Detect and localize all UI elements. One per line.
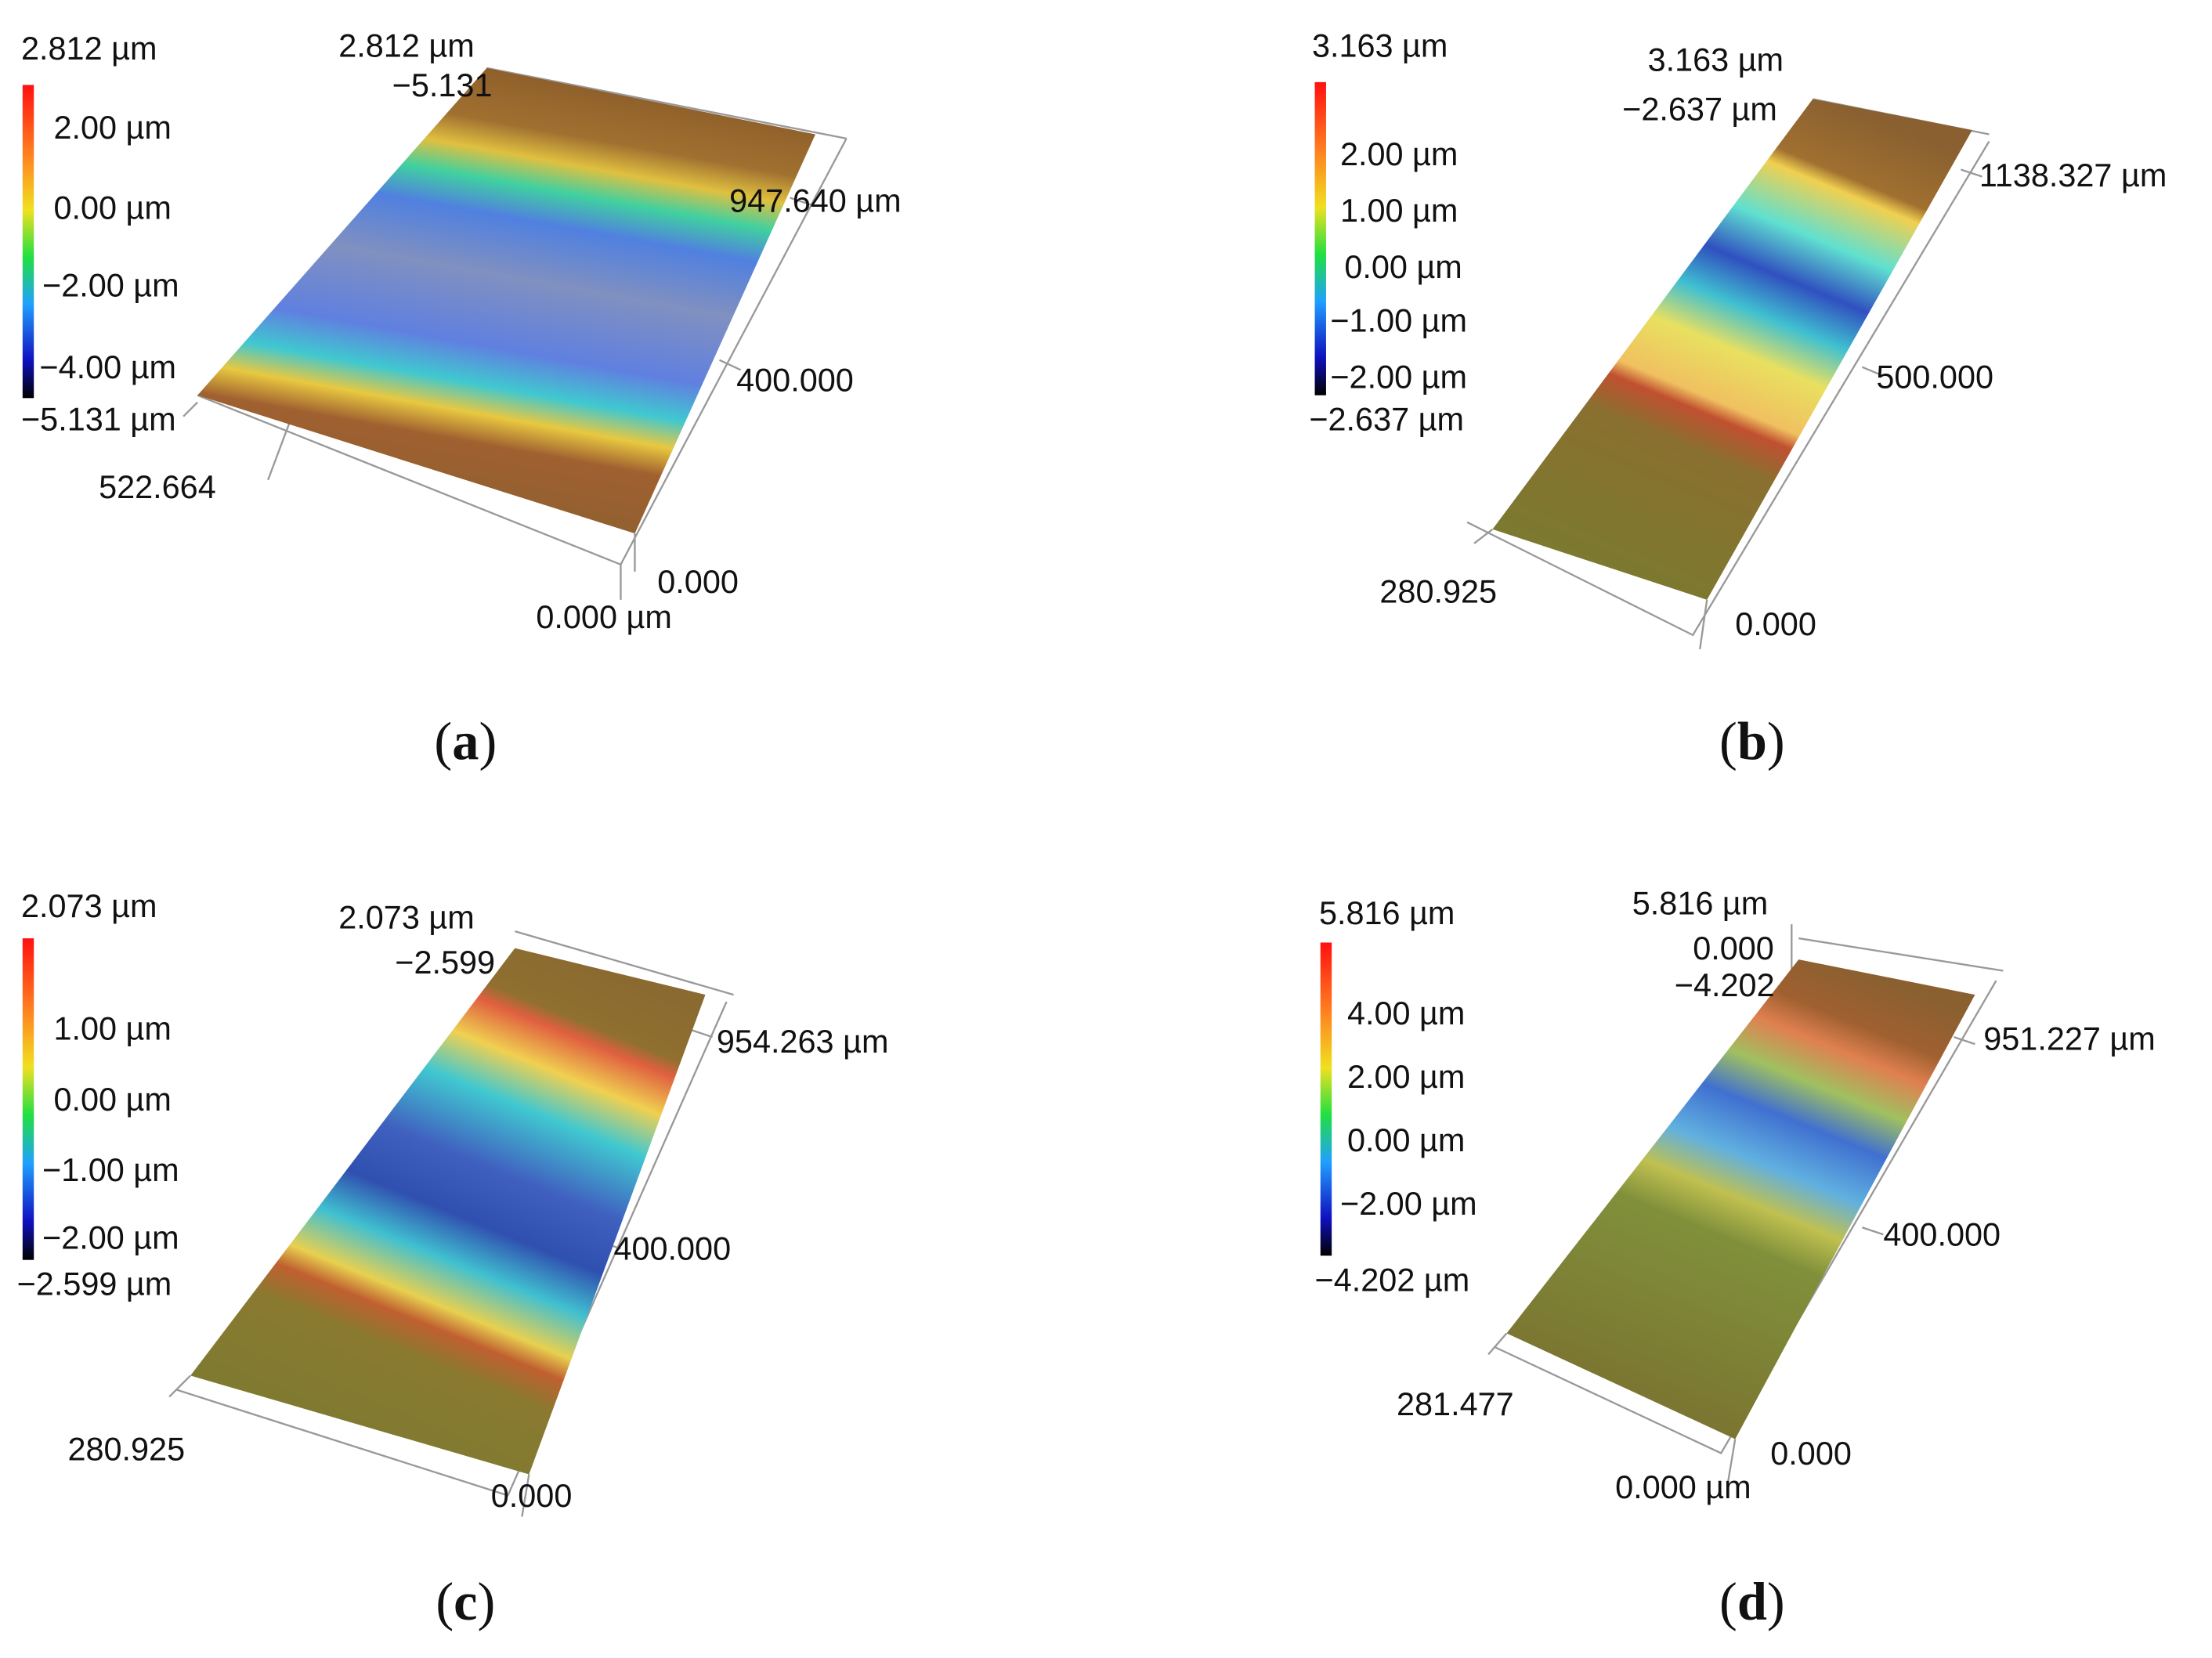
- axis-label: 0.000 µm: [1615, 1469, 1751, 1505]
- caption: (a): [434, 711, 497, 771]
- caption: (d): [1719, 1572, 1785, 1631]
- axis-label: −4.202: [1675, 967, 1775, 1003]
- axis-label: 954.263 µm: [717, 1024, 889, 1060]
- panel-a: 2.812 µm 2.00 µm 0.00 µm −2.00 µm −4.00 …: [21, 27, 902, 771]
- colorbar-tick: 2.00 µm: [1340, 136, 1458, 172]
- surface: [197, 67, 815, 534]
- wireframe: [1487, 924, 2004, 1482]
- axis-label: 280.925: [1379, 573, 1497, 609]
- axis-label: 0.000: [1735, 606, 1816, 642]
- axis-label: 400.000: [1883, 1217, 2001, 1253]
- axis-label: 0.000: [657, 564, 739, 600]
- caption-part: ): [1767, 711, 1785, 771]
- caption-letter: b: [1737, 711, 1767, 771]
- colorbar: [22, 938, 34, 1260]
- colorbar-tick: −2.00 µm: [42, 1219, 179, 1255]
- axis-label: −2.637 µm: [1622, 91, 1777, 127]
- caption-part: (: [1719, 711, 1737, 771]
- caption-part: ): [479, 711, 497, 771]
- colorbar-tick: 1.00 µm: [53, 1011, 171, 1047]
- caption-part: (: [434, 711, 452, 771]
- axis-label: 2.812 µm: [338, 27, 474, 63]
- axis-label: 947.640 µm: [729, 183, 902, 219]
- axis-label: 0.000: [1770, 1436, 1852, 1472]
- colorbar-tick: −2.00 µm: [1340, 1186, 1477, 1222]
- axis-label: 281.477: [1397, 1386, 1514, 1422]
- axis-label: 0.000: [1693, 930, 1774, 966]
- colorbar-tick: −1.00 µm: [42, 1152, 179, 1188]
- surface: [1506, 959, 1975, 1439]
- colorbar-tick: −2.00 µm: [1330, 359, 1467, 396]
- caption-letter: c: [454, 1572, 477, 1631]
- caption: (c): [436, 1572, 495, 1631]
- caption-part: ): [1767, 1572, 1785, 1631]
- colorbar-tick: −1.00 µm: [1330, 303, 1467, 339]
- axis-label: 522.664: [99, 469, 216, 505]
- caption-letter: d: [1737, 1572, 1767, 1631]
- caption: (b): [1719, 711, 1785, 771]
- colorbar-tick: 0.00 µm: [53, 1082, 171, 1118]
- colorbar-min: −2.599 µm: [17, 1266, 172, 1302]
- caption-part: (: [436, 1572, 454, 1631]
- colorbar-tick: 1.00 µm: [1340, 193, 1458, 229]
- colorbar-max: 3.163 µm: [1312, 27, 1448, 63]
- colorbar-max: 5.816 µm: [1319, 895, 1455, 931]
- caption-part: (: [1719, 1572, 1737, 1631]
- colorbar-max: 2.073 µm: [21, 888, 157, 924]
- colorbar-tick: 2.00 µm: [1347, 1059, 1465, 1095]
- axis-label: 400.000: [613, 1231, 731, 1267]
- axis-label: 1138.327 µm: [1979, 157, 2167, 193]
- axis-label: 0.000 µm: [536, 599, 671, 635]
- axis-label: 500.000: [1876, 359, 1993, 396]
- wireframe: [183, 67, 848, 600]
- colorbar-min: −5.131 µm: [21, 402, 176, 438]
- colorbar-tick: 0.00 µm: [1344, 249, 1462, 285]
- colorbar-tick: 4.00 µm: [1347, 995, 1465, 1031]
- panel-d: 5.816 µm 4.00 µm 2.00 µm 0.00 µm −2.00 µ…: [1315, 885, 2156, 1631]
- caption-part: ): [478, 1572, 496, 1631]
- axis-label: 5.816 µm: [1632, 885, 1768, 921]
- colorbar: [22, 85, 34, 399]
- panel-c: 2.073 µm 1.00 µm 0.00 µm −1.00 µm −2.00 …: [17, 888, 889, 1631]
- surface: [1492, 99, 1972, 600]
- colorbar-tick: 0.00 µm: [1347, 1122, 1465, 1158]
- axis-label: 2.073 µm: [338, 899, 474, 935]
- panel-b: 3.163 µm 2.00 µm 1.00 µm 0.00 µm −1.00 µ…: [1309, 27, 2167, 771]
- colorbar: [1314, 81, 1326, 396]
- axis-label: −2.599: [395, 945, 495, 981]
- axis-label: 3.163 µm: [1648, 42, 1784, 78]
- colorbar-min: −2.637 µm: [1309, 402, 1464, 438]
- colorbar-tick: −4.00 µm: [39, 349, 176, 385]
- colorbar-max: 2.812 µm: [21, 31, 157, 67]
- colorbar-tick: 2.00 µm: [53, 110, 171, 146]
- colorbar-tick: 0.00 µm: [53, 190, 171, 226]
- colorbar-tick: −2.00 µm: [42, 268, 179, 304]
- surface: [190, 948, 706, 1475]
- colorbar: [1320, 942, 1332, 1256]
- axis-label: −5.131: [392, 67, 493, 103]
- colorbar-min: −4.202 µm: [1315, 1262, 1470, 1298]
- axis-label: 951.227 µm: [1983, 1020, 2156, 1057]
- wireframe: [168, 930, 734, 1517]
- caption-letter: a: [452, 711, 479, 771]
- axis-label: 400.000: [736, 362, 854, 398]
- axis-label: 280.925: [67, 1431, 185, 1467]
- axis-label: 0.000: [491, 1478, 573, 1514]
